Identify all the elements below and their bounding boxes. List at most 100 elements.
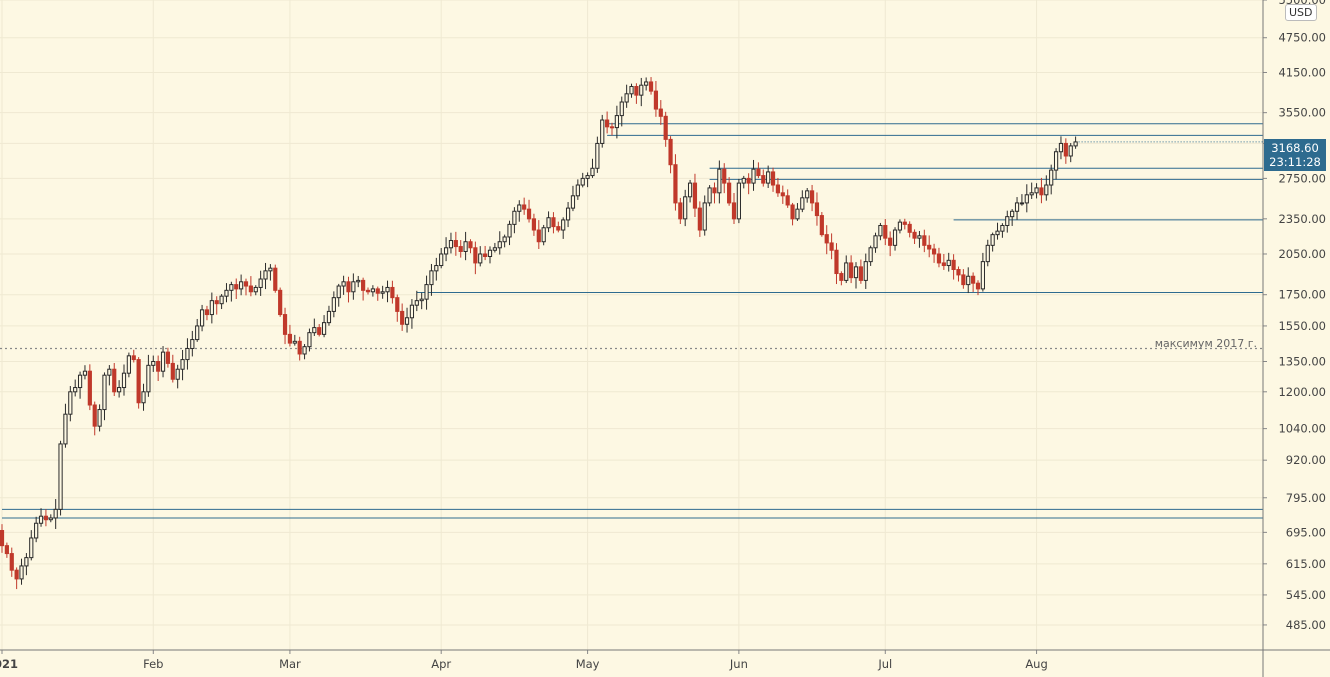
- candle-body: [668, 138, 673, 166]
- candle-body: [439, 253, 444, 267]
- y-tick-label: 1200.00: [1278, 385, 1326, 399]
- candle-body: [936, 253, 942, 264]
- x-tick-label: Feb: [143, 657, 163, 671]
- candle-body: [146, 364, 151, 393]
- candle-body: [844, 262, 849, 281]
- candle-body: [507, 223, 512, 238]
- bar-countdown: 23:11:28: [1269, 155, 1321, 169]
- candle-body: [526, 208, 532, 220]
- candle-body: [82, 370, 88, 376]
- candle-body: [931, 248, 937, 255]
- x-tick-label: May: [576, 657, 600, 671]
- candle-body: [927, 244, 932, 250]
- candle-body: [639, 84, 644, 96]
- candle-body: [395, 297, 400, 312]
- candle-body: [117, 387, 122, 393]
- candle-body: [971, 275, 976, 284]
- candle-body: [575, 184, 580, 197]
- candle-body: [722, 168, 727, 184]
- candle-body: [975, 282, 981, 290]
- candle-body: [48, 517, 53, 521]
- candle-body: [258, 278, 263, 288]
- candle-body: [888, 237, 893, 246]
- candle-body: [14, 569, 19, 580]
- candle-body: [443, 247, 449, 255]
- candle-body: [151, 360, 156, 366]
- x-tick-label: Apr: [431, 657, 451, 671]
- candle-body: [731, 202, 737, 220]
- candle-body: [156, 360, 161, 372]
- candle-body: [658, 108, 663, 117]
- candle-body: [375, 288, 380, 294]
- candle-body: [853, 266, 859, 279]
- candle-body: [570, 195, 576, 209]
- candle-body: [536, 229, 541, 243]
- candle-body: [995, 230, 1000, 236]
- candle-body: [644, 81, 649, 86]
- candle-body: [356, 279, 361, 283]
- candle-body: [1019, 202, 1025, 205]
- y-tick-label: 2350.00: [1278, 212, 1326, 226]
- candle-body: [302, 346, 307, 355]
- candle-body: [565, 207, 571, 221]
- grid-layer: [0, 0, 1263, 650]
- candle-body: [351, 281, 356, 293]
- candle-body: [1049, 169, 1054, 186]
- candle-body: [38, 515, 44, 524]
- candle-body: [365, 289, 371, 293]
- candle-body: [199, 309, 205, 327]
- candles: [0, 77, 1078, 590]
- candle-body: [107, 368, 112, 376]
- candle-body: [805, 190, 810, 199]
- candle-body: [736, 182, 741, 220]
- candle-body: [761, 175, 766, 184]
- candle-body: [19, 565, 24, 580]
- candle-body: [556, 226, 561, 231]
- candle-body: [1000, 224, 1005, 232]
- y-tick-label: 1350.00: [1278, 354, 1326, 368]
- candle-body: [346, 281, 351, 293]
- candle-body: [160, 351, 166, 372]
- candle-body: [605, 119, 610, 128]
- candle-body: [165, 351, 171, 364]
- x-tick-label: Aug: [1025, 657, 1047, 671]
- candle-body: [307, 332, 312, 348]
- candle-body: [58, 443, 63, 510]
- candle-body: [126, 355, 131, 374]
- y-tick-label: 5500.00: [1278, 0, 1326, 7]
- candle-body: [912, 231, 917, 239]
- candle-body: [53, 508, 58, 519]
- candle-body: [497, 241, 502, 249]
- candle-body: [917, 235, 922, 239]
- candle-body: [800, 197, 805, 210]
- candle-body: [43, 515, 49, 521]
- candle-body: [224, 289, 229, 297]
- candle-body: [73, 387, 78, 393]
- candle-body: [873, 235, 878, 249]
- candle-body: [1039, 187, 1044, 196]
- candle-body: [492, 247, 497, 251]
- candle-body: [131, 355, 136, 361]
- candle-body: [849, 262, 854, 279]
- x-tick-label: Jun: [729, 657, 748, 671]
- candle-body: [648, 81, 654, 92]
- last-price-badge: 3168.60 23:11:28: [1264, 139, 1326, 171]
- candle-body: [195, 325, 200, 341]
- candle-body: [87, 370, 92, 406]
- candle-body: [956, 269, 961, 276]
- candle-body: [1044, 184, 1049, 196]
- candle-body: [863, 261, 868, 281]
- candle-body: [624, 93, 629, 103]
- candle-body: [766, 171, 771, 184]
- candle-body: [234, 284, 239, 290]
- candle-body: [336, 285, 341, 299]
- candle-body: [653, 90, 659, 110]
- currency-badge[interactable]: USD: [1285, 4, 1317, 21]
- y-tick-label: 3550.00: [1278, 106, 1326, 120]
- candle-body: [385, 286, 390, 293]
- candle-body: [204, 309, 210, 316]
- candle-body: [297, 340, 302, 355]
